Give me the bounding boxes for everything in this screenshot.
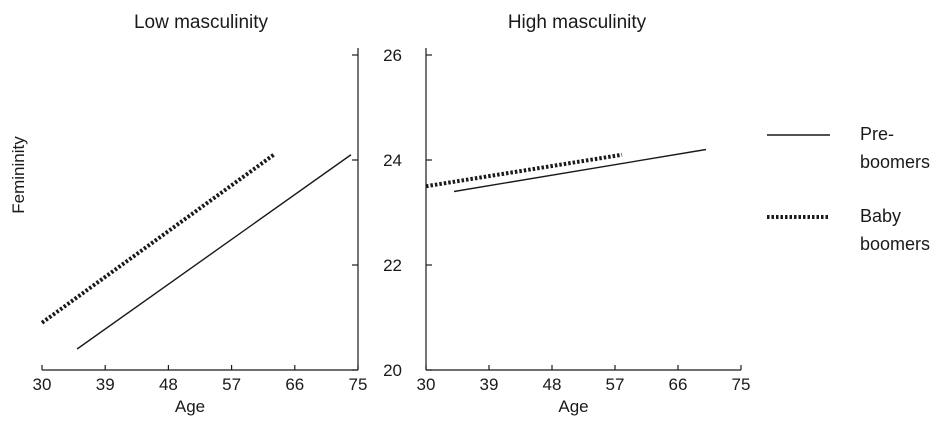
y-tick-label: 24 [383,151,402,170]
legend-label-line1: Pre- [860,124,894,144]
y-tick-label: 26 [383,46,402,65]
legend: Pre-boomers Baby boomers [767,124,930,254]
panel-high-masculinity: High masculinity 30 39 48 57 66 75 Age 20 22 24 26 [383,12,750,416]
y-axis-label: Femininity [9,136,28,214]
x-tick-label: 30 [417,375,436,394]
y-tick-label: 22 [383,256,402,275]
x-axis-label: Age [175,397,205,416]
y-tick-label: 20 [383,361,402,380]
chart-title: High masculinity [508,12,647,33]
x-tick-label: 75 [349,375,368,394]
series-line-pre-boomers [453,148,707,193]
x-tick-label: 66 [669,375,688,394]
x-tick-label: 66 [285,375,304,394]
x-tick-label: 57 [606,375,625,394]
x-tick-label: 75 [732,375,751,394]
legend-label-line1: Baby [860,206,901,226]
panel-low-masculinity: Low masculinity 30 39 48 57 66 75 Age Femininity [9,12,367,416]
x-tick-label: 57 [222,375,241,394]
series-line-pre-boomers [76,154,352,350]
x-tick-label: 39 [96,375,115,394]
legend-label-line2: boomers [860,152,930,172]
x-tick-label: 39 [480,375,499,394]
x-axis-label: Age [558,397,588,416]
x-tick-label: 30 [33,375,52,394]
legend-label-line2: boomers [860,234,930,254]
series-line-baby-boomers [40,153,275,325]
chart-title: Low masculinity [134,12,269,33]
x-tick-label: 48 [159,375,178,394]
series-line-baby-boomers [425,152,623,189]
x-tick-label: 48 [543,375,562,394]
